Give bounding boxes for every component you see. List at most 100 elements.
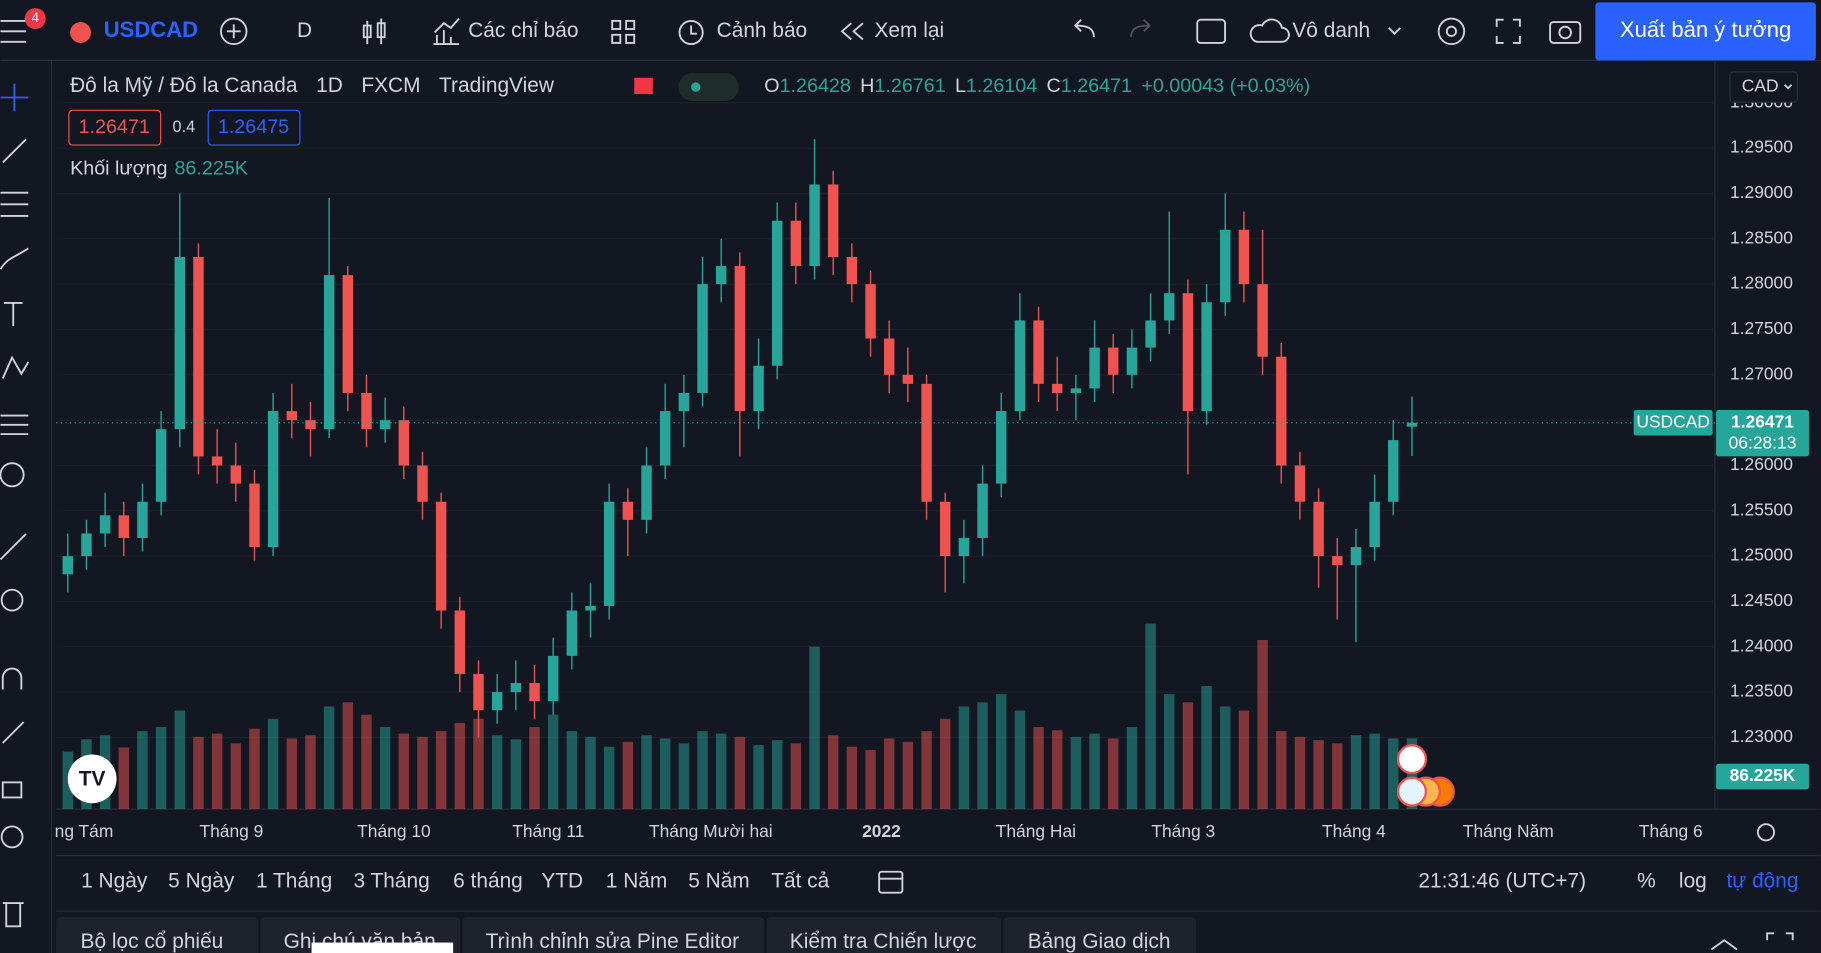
ohlc-key: O xyxy=(764,75,779,97)
range-button[interactable]: 5 Ngày xyxy=(168,870,235,893)
volume-bar xyxy=(1182,702,1194,810)
volume-tag xyxy=(1716,763,1809,790)
volume-bar xyxy=(846,746,858,810)
select-layout[interactable] xyxy=(1196,18,1226,44)
replay[interactable]: Xem lại xyxy=(875,19,945,42)
candle-body xyxy=(137,501,148,538)
indicators-icon xyxy=(433,17,460,46)
templates[interactable] xyxy=(611,19,636,44)
ohlc-value: 1.26761 xyxy=(874,75,945,97)
collapse[interactable] xyxy=(1710,939,1738,951)
volume-bar xyxy=(659,738,671,810)
volume-bar xyxy=(361,714,372,810)
volume-bar xyxy=(790,743,802,810)
volume-bar xyxy=(1388,738,1399,810)
candle-body xyxy=(118,515,130,538)
chart-style[interactable] xyxy=(362,18,386,45)
currency-button[interactable] xyxy=(1729,71,1798,103)
flag-icon xyxy=(70,22,91,43)
candle-body xyxy=(622,501,634,520)
candle-body xyxy=(305,420,316,430)
candle-body xyxy=(958,537,970,557)
candle-body xyxy=(211,456,223,466)
candle-body xyxy=(435,501,447,611)
countdown: 06:28:13 xyxy=(1729,432,1797,452)
candle-body xyxy=(491,692,503,711)
alerts[interactable]: Cảnh báo xyxy=(717,19,808,42)
publish-button[interactable] xyxy=(1595,2,1816,61)
volume-bar xyxy=(454,722,466,810)
candle-body xyxy=(734,266,746,412)
candle-body xyxy=(809,184,820,267)
event-icon[interactable] xyxy=(1396,776,1428,807)
range-button[interactable]: 5 Năm xyxy=(688,870,749,893)
y-tick-label: 1.25500 xyxy=(1730,499,1793,519)
tab[interactable] xyxy=(1003,917,1197,953)
tab[interactable] xyxy=(56,917,259,953)
volume-bar xyxy=(62,751,73,810)
y-tick-label: 1.27500 xyxy=(1730,318,1793,338)
range-button[interactable]: 1 Năm xyxy=(606,870,667,893)
indicators[interactable]: Các chỉ báo xyxy=(468,19,578,42)
range-button[interactable]: 1 Ngày xyxy=(81,870,148,893)
tab[interactable] xyxy=(462,917,765,953)
settings[interactable] xyxy=(1437,17,1466,46)
y-tick-label: 1.24500 xyxy=(1730,590,1793,610)
auto[interactable]: tự động xyxy=(1727,870,1799,893)
snapshot[interactable] xyxy=(1549,21,1582,44)
range-button[interactable]: 6 tháng xyxy=(453,870,523,893)
candle-body xyxy=(1294,465,1306,502)
volume-bar xyxy=(958,706,970,810)
currency: CAD xyxy=(1742,76,1779,96)
layout-dropdown[interactable] xyxy=(1388,27,1402,35)
badge xyxy=(24,8,46,30)
ohlc: O1.26428 H1.26761 L1.26104 C1.26471 +0.00043… xyxy=(764,75,1310,97)
undo[interactable] xyxy=(1074,19,1095,38)
drawing-tools[interactable] xyxy=(0,83,30,928)
volume-bar xyxy=(137,731,148,810)
x-tick-label: Tháng 6 xyxy=(1639,821,1703,841)
symbol[interactable]: USDCAD xyxy=(104,17,198,42)
percent[interactable]: % xyxy=(1637,870,1656,893)
tooltip-edge xyxy=(311,942,454,953)
y-tick-label: 1.29000 xyxy=(1730,182,1793,202)
candle-body xyxy=(1220,229,1231,303)
layout-name[interactable]: Vô danh xyxy=(1292,19,1370,42)
event-icon[interactable] xyxy=(1396,744,1428,775)
candle-body xyxy=(1052,383,1063,393)
axis-settings[interactable] xyxy=(1756,823,1776,842)
tab[interactable] xyxy=(766,917,1002,953)
bid-box[interactable] xyxy=(68,109,162,146)
candle-body xyxy=(1369,501,1380,548)
x-tick-label: Tháng 9 xyxy=(200,821,264,841)
log[interactable]: log xyxy=(1679,870,1707,893)
volume-bar xyxy=(1257,640,1268,810)
menu-button[interactable] xyxy=(0,19,26,43)
redo[interactable] xyxy=(1130,19,1151,38)
maximize[interactable] xyxy=(1766,932,1794,941)
candle-body xyxy=(566,610,578,656)
volume-bar xyxy=(529,726,540,810)
candle-body xyxy=(1406,422,1418,427)
range-button[interactable]: 3 Tháng xyxy=(354,870,430,893)
x-tick-label: Tháng Hai xyxy=(996,821,1076,841)
y-tick-label: 1.27000 xyxy=(1730,363,1793,383)
ask: 1.26475 xyxy=(218,116,289,138)
volume-bar xyxy=(1369,733,1380,810)
date-range-icon[interactable] xyxy=(878,870,904,894)
candle-body xyxy=(454,610,466,674)
interval[interactable]: D xyxy=(297,19,312,42)
fullscreen[interactable] xyxy=(1495,18,1521,44)
add-symbol[interactable] xyxy=(220,17,248,46)
ask-box[interactable] xyxy=(207,109,301,146)
range-button[interactable]: Tất cả xyxy=(771,870,829,893)
range-button[interactable]: YTD xyxy=(541,870,583,893)
candle-body xyxy=(902,374,914,384)
y-tick-label: 1.29500 xyxy=(1730,137,1793,157)
range-button[interactable]: 1 Tháng xyxy=(256,870,332,893)
ohlc-key: H xyxy=(860,75,874,97)
candle-body xyxy=(996,411,1007,484)
candle-body xyxy=(846,256,858,285)
